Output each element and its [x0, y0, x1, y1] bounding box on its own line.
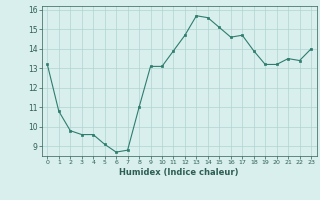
X-axis label: Humidex (Indice chaleur): Humidex (Indice chaleur)	[119, 168, 239, 177]
